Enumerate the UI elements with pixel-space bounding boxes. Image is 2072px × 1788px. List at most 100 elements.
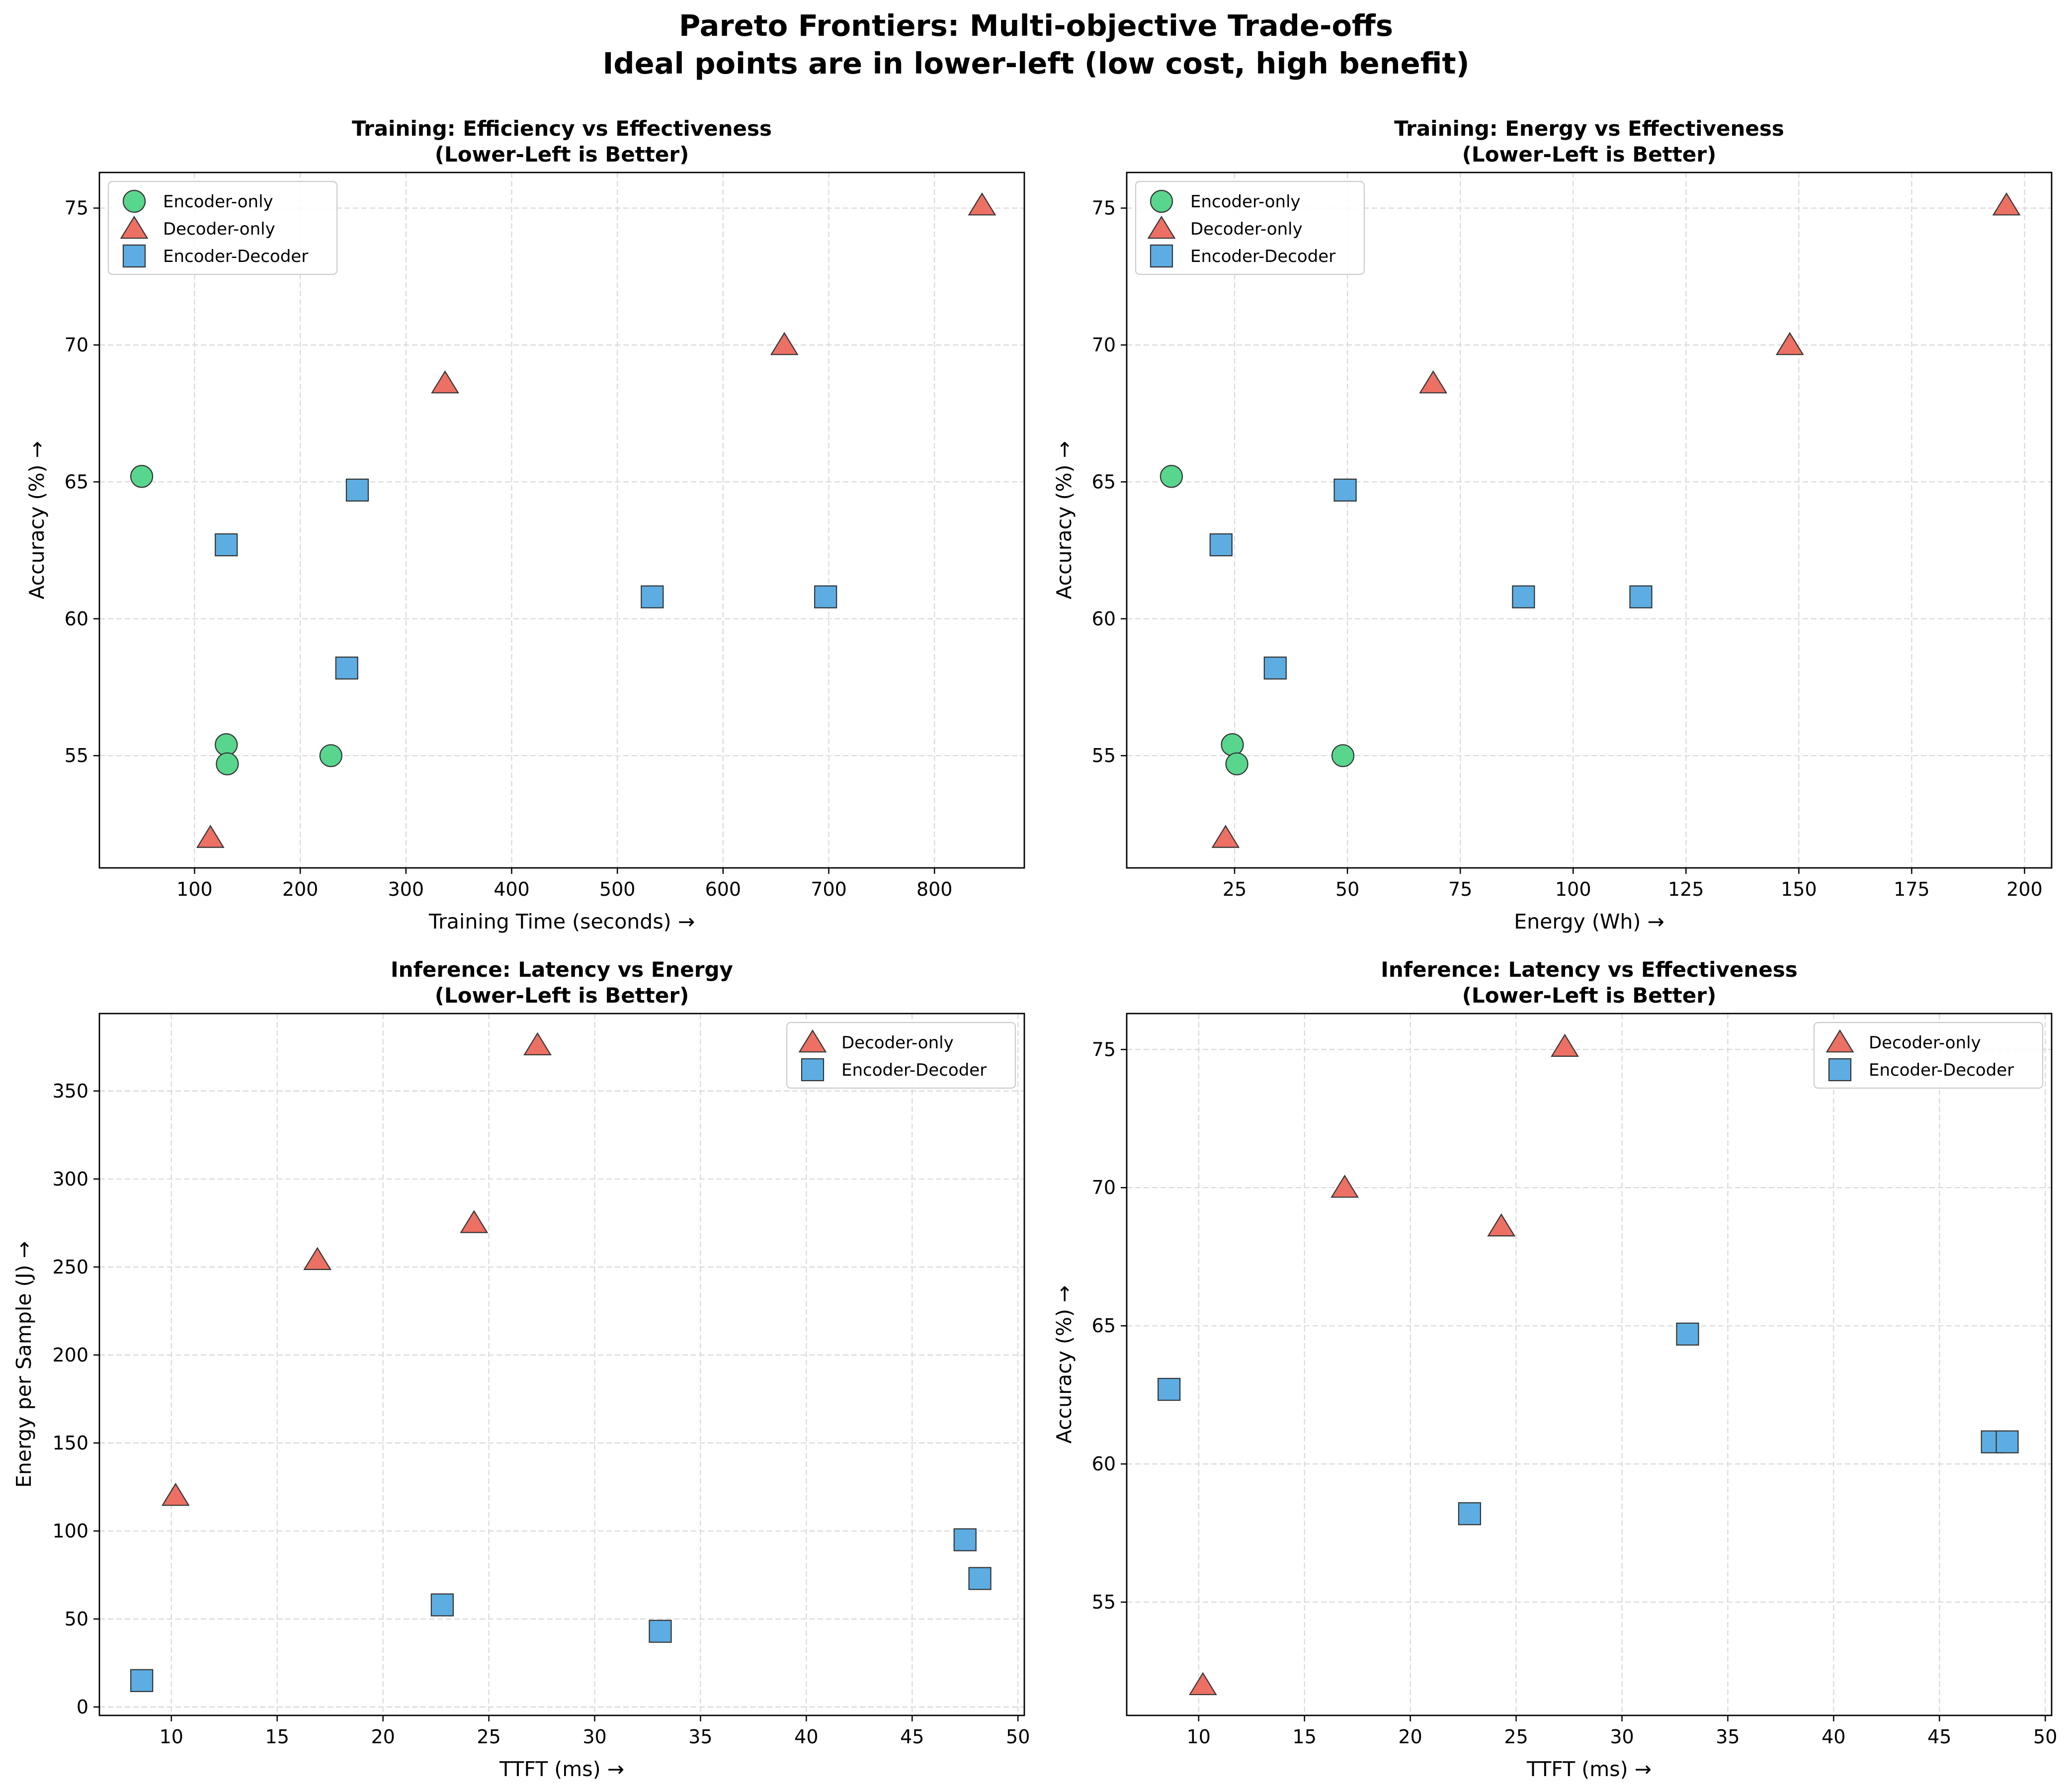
x-tick-label: 150 — [1781, 878, 1817, 900]
x-tick-label: 35 — [688, 1726, 712, 1748]
legend-marker — [1150, 244, 1173, 268]
legend: Encoder-only Decoder-only Encoder-Decoder — [1135, 180, 1365, 275]
data-point — [215, 733, 238, 757]
data-point — [430, 1593, 454, 1617]
legend: Encoder-only Decoder-only Encoder-Decoder — [107, 180, 338, 275]
data-point — [1676, 1322, 1699, 1346]
data-point — [641, 585, 664, 608]
x-tick-label: 50 — [1006, 1726, 1030, 1748]
y-tick-label: 60 — [1092, 1453, 1116, 1475]
plot-frame — [1126, 171, 2053, 869]
y-tick-label: 200 — [52, 1344, 88, 1366]
data-point — [1487, 1213, 1516, 1237]
data-point — [1221, 733, 1244, 757]
legend: Decoder-only Encoder-Decoder — [786, 1022, 1016, 1089]
x-tick-label: 100 — [176, 878, 213, 900]
y-tick-label: 100 — [52, 1520, 88, 1542]
data-point — [1458, 1502, 1481, 1526]
x-tick-label: 10 — [1187, 1726, 1211, 1748]
x-axis-label: TTFT (ms) → — [1526, 1757, 1652, 1781]
series-encoder-only — [1160, 465, 1355, 775]
x-tick-label: 15 — [1293, 1726, 1317, 1748]
data-point — [1330, 1175, 1359, 1198]
data-point — [215, 533, 238, 557]
chart-title: Training: Energy vs Effectiveness — [1394, 116, 1784, 141]
x-tick-label: 700 — [811, 878, 847, 900]
data-point — [770, 332, 799, 355]
chart-panel-4: Inference: Latency vs Effectiveness(Lowe… — [1052, 957, 2057, 1781]
y-tick-label: 60 — [65, 608, 88, 630]
data-point — [953, 1528, 977, 1551]
y-tick-label: 50 — [65, 1608, 88, 1630]
x-tick-label: 40 — [794, 1726, 818, 1748]
legend-marker — [120, 215, 149, 239]
y-tick-label: 60 — [1092, 608, 1116, 630]
plot-frame — [98, 171, 1025, 869]
data-point — [1211, 825, 1240, 848]
data-point — [1333, 478, 1357, 502]
data-point — [1775, 332, 1804, 355]
y-axis-label: Accuracy (%) → — [1052, 1285, 1076, 1444]
data-point — [319, 744, 342, 767]
data-point — [1551, 1033, 1579, 1057]
chart-subtitle: (Lower-Left is Better) — [435, 142, 689, 167]
figure-title-line1: Pareto Frontiers: Multi-objective Trade-… — [679, 8, 1393, 43]
legend-marker — [122, 189, 146, 213]
legend-marker — [1828, 1058, 1852, 1082]
data-point — [1160, 465, 1183, 488]
x-tick-label: 75 — [1448, 878, 1472, 900]
x-tick-label: 600 — [705, 878, 742, 900]
x-tick-label: 30 — [1610, 1726, 1634, 1748]
y-tick-label: 65 — [1092, 1315, 1116, 1337]
x-tick-label: 300 — [388, 878, 424, 900]
x-axis-label: Training Time (seconds) → — [428, 910, 695, 934]
legend: Decoder-only Encoder-Decoder — [1813, 1022, 2044, 1089]
legend-label: Encoder-Decoder — [1190, 247, 1335, 266]
legend-marker — [798, 1029, 827, 1053]
chart-panel-3: Inference: Latency vs Energy(Lower-Left … — [12, 957, 1030, 1781]
legend-marker — [801, 1058, 825, 1082]
data-point — [216, 752, 239, 775]
chart-subtitle: (Lower-Left is Better) — [1462, 142, 1717, 167]
x-tick-label: 35 — [1716, 1726, 1740, 1748]
y-tick-label: 55 — [1092, 1591, 1116, 1613]
legend-marker — [1147, 215, 1176, 239]
y-tick-label: 65 — [65, 471, 88, 493]
legend-label: Encoder-only — [1190, 192, 1301, 212]
x-tick-label: 25 — [477, 1726, 500, 1748]
data-point — [649, 1619, 672, 1643]
data-point — [968, 192, 996, 216]
data-point — [431, 370, 459, 394]
series-decoder-only — [161, 1032, 552, 1506]
legend-box — [1135, 180, 1365, 275]
data-point — [161, 1483, 190, 1506]
legend-label: Decoder-only — [1869, 1033, 1981, 1053]
data-point — [1512, 585, 1535, 608]
data-point — [196, 825, 225, 848]
x-tick-label: 800 — [916, 878, 953, 900]
y-tick-label: 55 — [65, 745, 88, 766]
y-tick-label: 70 — [1092, 1177, 1116, 1198]
x-tick-label: 500 — [599, 878, 636, 900]
y-tick-label: 300 — [52, 1168, 88, 1190]
data-point — [814, 585, 837, 608]
figure-title: Pareto Frontiers: Multi-objective Trade-… — [0, 7, 2072, 83]
data-point — [345, 478, 369, 502]
chart-title: Training: Efficiency vs Effectiveness — [352, 116, 772, 141]
y-tick-label: 75 — [1092, 1038, 1116, 1060]
data-point — [1331, 744, 1355, 767]
y-tick-label: 65 — [1092, 471, 1116, 493]
chart-panel-2: Training: Energy vs Effectiveness(Lower-… — [1052, 116, 2053, 934]
figure-title-line2: Ideal points are in lower-left (low cost… — [602, 46, 1470, 81]
data-point — [523, 1032, 552, 1056]
series-encoder-only — [130, 465, 342, 775]
x-tick-label: 15 — [265, 1726, 289, 1748]
data-point — [1419, 370, 1448, 394]
legend-box — [1813, 1022, 2044, 1089]
y-tick-label: 250 — [52, 1256, 88, 1278]
series-decoder-only — [1188, 1033, 1579, 1696]
data-point — [335, 656, 358, 680]
data-point — [1209, 533, 1233, 557]
legend-marker — [1150, 189, 1173, 213]
